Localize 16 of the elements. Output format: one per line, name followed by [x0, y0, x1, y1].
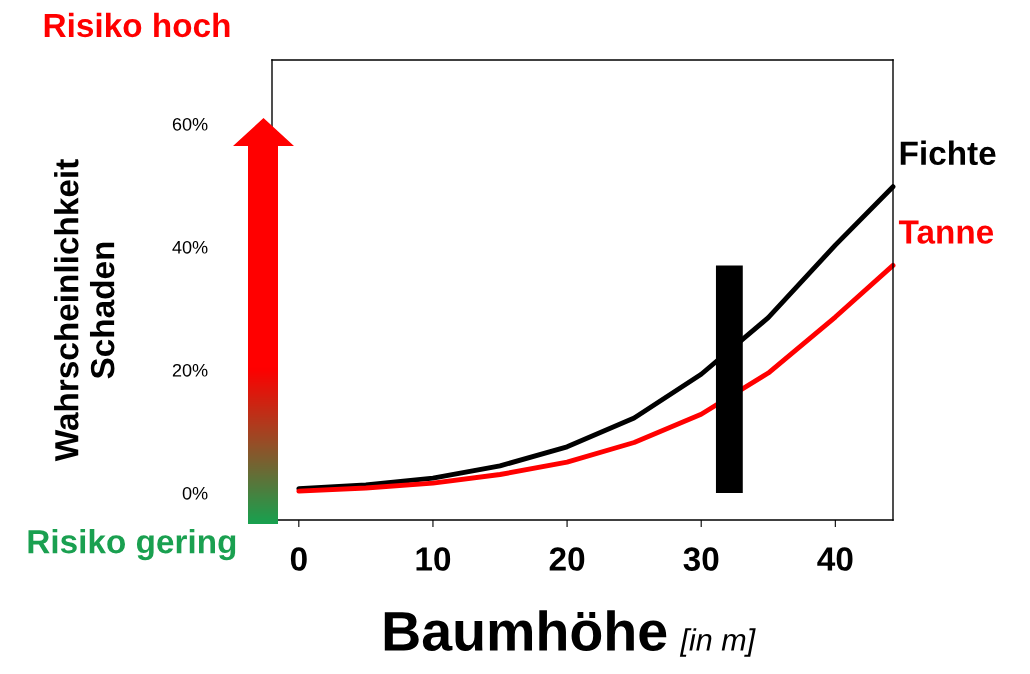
x-tick-label: 30 [683, 547, 719, 571]
x-axis-title: Baumhöhe [in m] [384, 610, 756, 657]
x-tick-label: 20 [549, 547, 585, 571]
x-tick-label: 0 [290, 547, 307, 571]
x-tick-label: 10 [416, 547, 451, 571]
y-tick-label: 20% [172, 363, 208, 377]
y-tick-label: 60% [172, 117, 208, 131]
x-tick-label: 40 [817, 547, 853, 571]
y-tick-label: 0% [182, 486, 208, 500]
series-label: Tanne [898, 220, 994, 244]
series-label: Fichte [900, 140, 996, 166]
y-tick-label: 40% [172, 240, 208, 254]
text: Risiko hoch [44, 12, 230, 38]
line-series [296, 262, 896, 494]
text: Risiko gering [28, 528, 236, 561]
y-axis-title: Wahrscheinlichkeit Schaden [54, 159, 115, 462]
